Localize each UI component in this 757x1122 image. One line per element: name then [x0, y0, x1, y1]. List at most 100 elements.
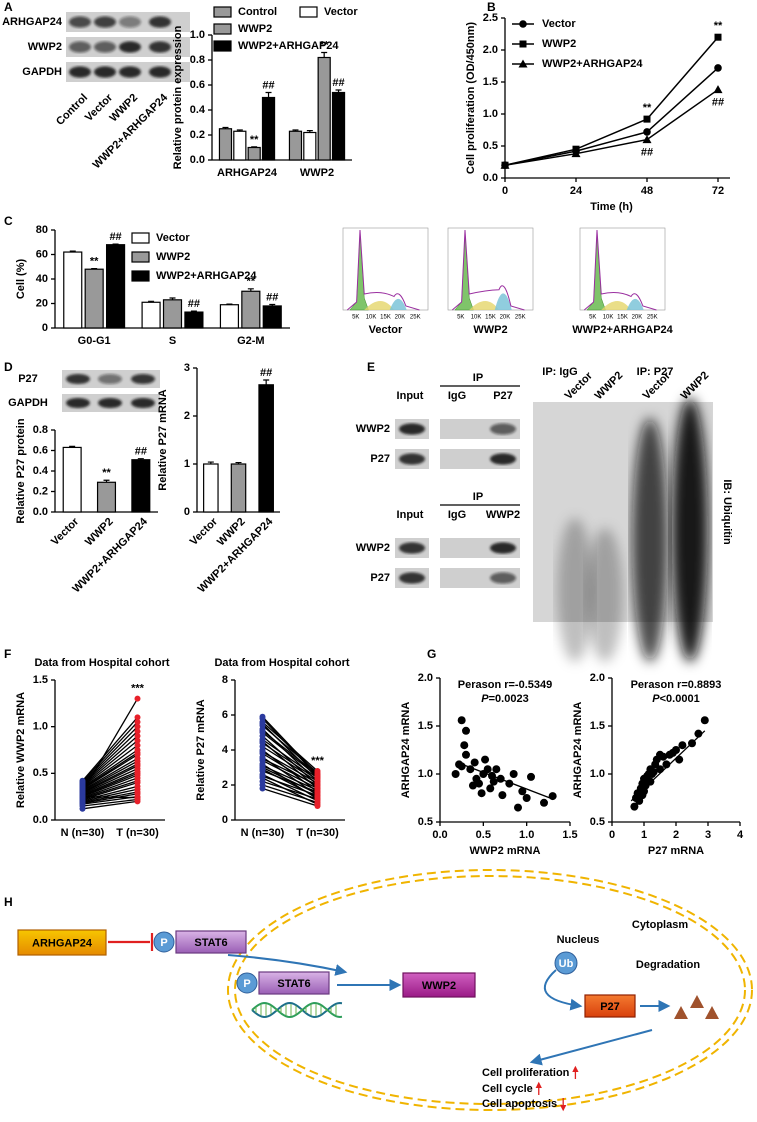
y-tick-label: 8 — [222, 674, 228, 686]
error-bar — [222, 126, 229, 129]
blot-band — [66, 373, 90, 385]
point — [134, 719, 141, 725]
point — [470, 758, 479, 767]
y-tick-label: 0.0 — [33, 506, 48, 518]
flow-frame — [342, 227, 429, 311]
bar-annotation: ## — [135, 446, 147, 458]
y-axis-label: ARHGAP24 mRNA — [572, 702, 584, 799]
blot-band — [69, 41, 91, 53]
gel-probe-label: IB: Ubiquitin — [721, 479, 733, 545]
blot-band — [98, 373, 122, 385]
error-bar — [235, 461, 242, 464]
bar — [247, 146, 261, 161]
significance: *** — [311, 755, 325, 767]
y-axis-label: Relative P27 mRNA — [195, 699, 207, 801]
error-bar — [263, 379, 270, 385]
y-tick-label: 0.4 — [33, 465, 49, 477]
flow-fit — [583, 229, 657, 311]
gel-smear — [672, 398, 708, 662]
x-tick-label: 72 — [712, 185, 724, 197]
gel-lane-label: WWP2 — [593, 369, 626, 402]
blot-band — [445, 423, 469, 434]
error-bar — [91, 267, 98, 270]
bar — [241, 290, 261, 329]
blot-band — [445, 572, 469, 583]
blot-band — [399, 542, 425, 554]
blot-band — [94, 66, 116, 78]
blot-lane-label: IgG — [448, 390, 466, 402]
flow-tick-label: 10K — [471, 315, 482, 321]
y-tick-label: 1.0 — [483, 108, 498, 120]
point — [134, 714, 141, 721]
wwp2-box-label: WWP2 — [422, 980, 456, 992]
x-tick-label: N (n=30) — [241, 827, 285, 839]
y-tick-label: 0.5 — [418, 816, 433, 828]
flow-tick-label: 15K — [380, 315, 391, 321]
blot-row-label: WWP2 — [28, 41, 62, 53]
point — [492, 765, 501, 774]
point — [509, 770, 518, 778]
error-bar — [169, 297, 176, 300]
y-tick-label: 0 — [222, 814, 228, 826]
pair-line — [82, 760, 138, 792]
point — [514, 803, 522, 812]
x-tick-label: 24 — [570, 185, 583, 197]
degradation-label: Degradation — [636, 959, 700, 971]
y-tick-label: 1.5 — [33, 674, 48, 686]
chart-title: Data from Hospital cohort — [34, 657, 169, 669]
dna-strand — [251, 1002, 343, 1019]
flow-g2 — [626, 298, 644, 310]
y-axis-label: ARHGAP24 mRNA — [400, 702, 412, 799]
point — [643, 115, 651, 123]
x-tick-label: S — [169, 335, 176, 347]
y-axis-label: Relative protein expression — [172, 25, 184, 169]
outcome: Cell proliferation — [482, 1067, 570, 1079]
gel-lane-label: WWP2 — [679, 369, 712, 402]
outcome: Cell cycle — [482, 1083, 533, 1095]
blot-band — [119, 16, 141, 28]
flow-frame — [579, 227, 666, 311]
flow-tick-label: 20K — [632, 315, 643, 321]
pair-line — [82, 768, 138, 795]
x-tick-label: G2-M — [237, 335, 265, 347]
point — [648, 770, 656, 778]
point — [638, 791, 647, 800]
blot-band — [119, 66, 141, 78]
legend-label: WWP2 — [542, 38, 576, 50]
point — [518, 787, 527, 796]
point — [259, 713, 266, 720]
y-tick-label: 0 — [184, 506, 190, 518]
y-tick-label: 0.4 — [190, 104, 206, 116]
pair-line — [82, 721, 138, 783]
cytoplasm-label: Cytoplasm — [632, 919, 688, 931]
blot-lane-label: P27 — [493, 390, 513, 402]
legend-label: WWP2+ARHGAP24 — [156, 270, 257, 282]
legend-marker — [518, 59, 528, 68]
fragment — [674, 1006, 688, 1019]
y-axis-label: Relative P27 protein — [15, 418, 27, 523]
x-tick-label: 0.5 — [476, 829, 491, 841]
pair-line — [82, 757, 138, 791]
pair-line — [262, 773, 318, 802]
bar-annotation: ** — [102, 467, 111, 479]
y-tick-label: 0.6 — [190, 79, 205, 91]
x-tick-label: G0-G1 — [78, 335, 111, 347]
bar-annotation: ## — [109, 231, 121, 243]
bar-annotation: ** — [320, 39, 329, 51]
pair-line — [82, 716, 138, 782]
bar-annotation: ** — [247, 276, 256, 288]
point — [314, 771, 321, 778]
pair-line — [82, 774, 138, 798]
pair-line — [82, 726, 138, 784]
correlation: Perason r=0.8893 — [631, 679, 722, 691]
point — [460, 741, 469, 750]
x-tick-label: 0 — [609, 829, 615, 841]
legend-label: Vector — [324, 6, 358, 18]
error-bar — [236, 129, 243, 132]
point — [483, 765, 492, 774]
point — [134, 728, 141, 735]
pair-line — [262, 745, 318, 783]
panel-label: F — [4, 647, 11, 661]
y-tick-label: 1.0 — [33, 721, 48, 733]
legend-swatch — [131, 270, 150, 282]
